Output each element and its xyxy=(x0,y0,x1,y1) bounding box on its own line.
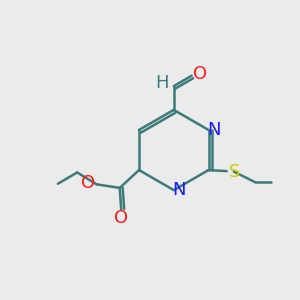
Text: N: N xyxy=(172,181,186,199)
Text: O: O xyxy=(114,208,128,226)
Text: O: O xyxy=(81,174,95,192)
Text: H: H xyxy=(156,74,169,92)
Text: S: S xyxy=(229,163,240,181)
Text: N: N xyxy=(207,121,220,139)
Text: O: O xyxy=(193,65,207,83)
